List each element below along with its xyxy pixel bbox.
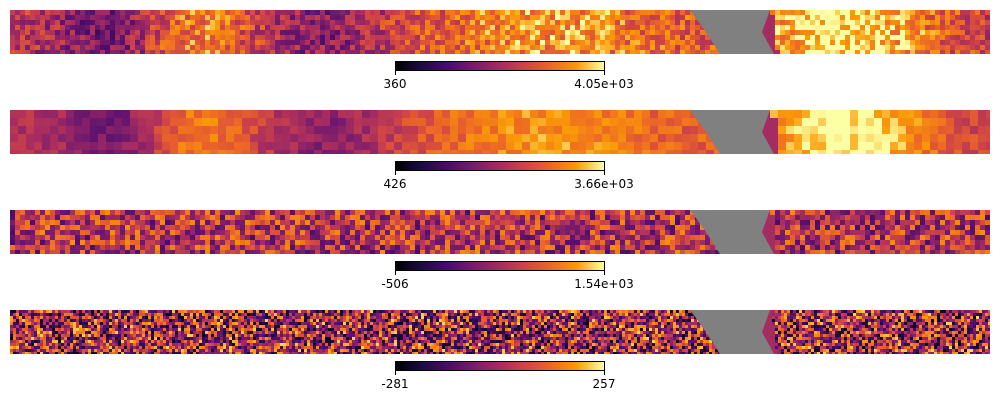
colorbar-1 <box>395 61 605 71</box>
colorbar-min-label-2: 426 <box>383 177 407 191</box>
colorbar-4 <box>395 361 605 371</box>
colorbar-min-label-3: -506 <box>381 277 409 291</box>
colorbar-tick-max-4 <box>604 371 605 375</box>
colorbar-min-label-1: 360 <box>383 77 407 91</box>
map-panel-2: 426 3.66e+03 <box>0 100 1000 200</box>
colorbar-max-label-3: 1.54e+03 <box>574 277 634 291</box>
map-panel-1: 360 4.05e+03 <box>0 0 1000 100</box>
sky-map-strip-4 <box>10 310 990 354</box>
colorbar-2 <box>395 161 605 171</box>
colorbar-max-label-4: 257 <box>592 377 616 391</box>
colorbar-tick-min-2 <box>395 171 396 175</box>
colorbar-min-label-4: -281 <box>381 377 409 391</box>
colorbar-max-label-1: 4.05e+03 <box>574 77 634 91</box>
colorbar-3 <box>395 261 605 271</box>
colorbar-tick-max-2 <box>604 171 605 175</box>
sky-map-strip-1 <box>10 10 990 54</box>
colorbar-tick-min-3 <box>395 271 396 275</box>
colorbar-max-label-2: 3.66e+03 <box>574 177 634 191</box>
colorbar-tick-max-3 <box>604 271 605 275</box>
colorbar-tick-max-1 <box>604 71 605 75</box>
map-panel-4: -281 257 <box>0 300 1000 401</box>
sky-map-strip-2 <box>10 110 990 154</box>
colorbar-tick-min-1 <box>395 71 396 75</box>
sky-map-strip-3 <box>10 210 990 254</box>
map-panel-3: -506 1.54e+03 <box>0 200 1000 300</box>
colorbar-tick-min-4 <box>395 371 396 375</box>
